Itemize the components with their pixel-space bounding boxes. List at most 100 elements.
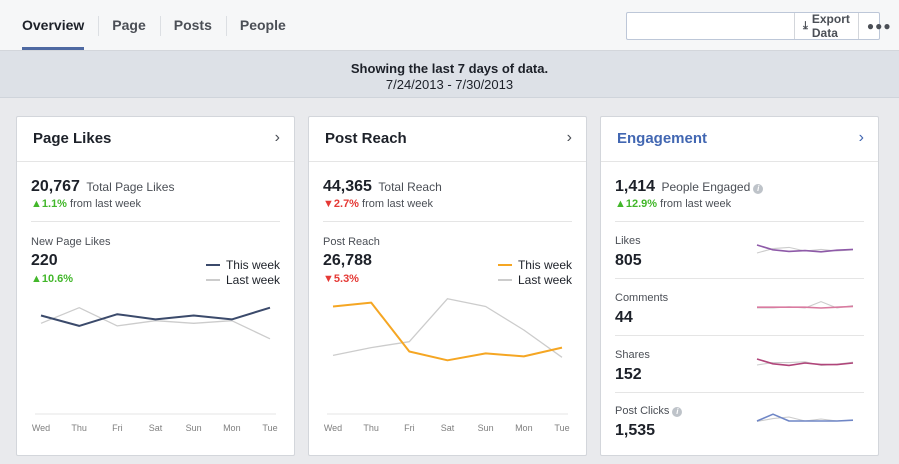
- series-this-week-line: [332, 301, 563, 362]
- tab-page[interactable]: Page: [98, 0, 159, 50]
- chart-change: ▲10.6%: [31, 273, 73, 285]
- engagement-card: Engagement › 1,414 People Engaged i ▲12.9…: [600, 116, 879, 456]
- x-tick-label: Wed: [32, 423, 50, 433]
- likes-sparkline: [756, 244, 854, 254]
- export-data-button[interactable]: ⤓ Export Data: [794, 12, 858, 40]
- x-tick-label: Sat: [441, 423, 455, 433]
- x-tick-label: Mon: [223, 423, 241, 433]
- total-label: People Engaged: [661, 180, 751, 194]
- change-percent: 2.7%: [333, 198, 359, 210]
- tab-label: Overview: [22, 17, 85, 33]
- change-percent: 10.6%: [41, 273, 74, 285]
- card-title[interactable]: Engagement: [617, 130, 708, 147]
- shares-sparkline: [756, 358, 854, 367]
- x-tick-label: Sun: [186, 423, 202, 433]
- chart-value: 26,788: [323, 252, 372, 269]
- card-title: Page Likes: [33, 130, 112, 147]
- total-value: 44,365: [323, 178, 372, 195]
- chart-value: 220: [31, 252, 58, 269]
- legend-swatch: [497, 264, 512, 266]
- chart-change: ▼5.3%: [323, 273, 359, 285]
- page-likes-line-chart: Wed Thu Fri Sat Sun Mon Tue: [32, 306, 278, 433]
- metric-label-text: Post Clicks: [615, 405, 670, 417]
- metric-likes-value: 805: [615, 252, 642, 269]
- sparkline-this-week: [757, 305, 854, 309]
- info-icon[interactable]: i: [753, 184, 764, 194]
- sparkline-this-week: [756, 244, 854, 253]
- metric-likes-label: Likes: [615, 235, 641, 247]
- divider: [615, 392, 864, 393]
- metric-shares-value: 152: [615, 366, 642, 383]
- info-icon[interactable]: i: [672, 407, 683, 417]
- weekly-change: ▼2.7% from last week: [323, 198, 433, 210]
- change-percent: 1.1%: [41, 198, 67, 210]
- divider: [31, 221, 280, 222]
- tab-label: Posts: [173, 17, 212, 33]
- banner-title: Showing the last 7 days of data.: [350, 61, 549, 76]
- change-percent: 5.3%: [333, 273, 359, 285]
- metric-comments-value: 44: [615, 309, 633, 326]
- metric-post-clicks-value: 1,535: [615, 422, 656, 439]
- people-engaged: 1,414 People Engaged i: [615, 178, 764, 196]
- weekly-change: ▲1.1% from last week: [31, 198, 141, 210]
- legend-label: Last week: [225, 273, 280, 287]
- legend-label: This week: [517, 258, 572, 272]
- card-header[interactable]: Engagement ›: [601, 117, 878, 162]
- chevron-right-icon[interactable]: ›: [274, 129, 280, 146]
- change-suffix: from last week: [70, 198, 141, 210]
- chevron-right-icon[interactable]: ›: [858, 129, 864, 146]
- series-this-week-line: [40, 306, 271, 327]
- tab-label: Page: [112, 17, 146, 33]
- toolbar-box: ⤓ Export Data ●●●: [626, 12, 891, 40]
- card-header[interactable]: Page Likes ›: [17, 117, 294, 162]
- total-page-likes: 20,767 Total Page Likes: [31, 178, 174, 196]
- more-options-button[interactable]: ●●●: [857, 13, 899, 39]
- total-label: Total Page Likes: [86, 180, 175, 194]
- weekly-change: ▲12.9% from last week: [615, 198, 731, 210]
- change-suffix: from last week: [362, 198, 433, 210]
- x-tick-label: Sat: [149, 423, 163, 433]
- arrow-up-icon: ▲: [31, 198, 42, 210]
- legend-last-week: Last week: [497, 273, 572, 287]
- series-last-week-line: [332, 298, 563, 358]
- legend-swatch: [205, 264, 220, 266]
- x-tick-label: Tue: [262, 423, 277, 433]
- x-tick-label: Fri: [112, 423, 123, 433]
- divider: [615, 278, 864, 279]
- card-header[interactable]: Post Reach ›: [309, 117, 586, 162]
- tab-people[interactable]: People: [225, 0, 300, 50]
- metric-post-clicks-label: Post Clicks i: [615, 405, 683, 417]
- total-label: Total Reach: [378, 180, 442, 194]
- arrow-up-icon: ▲: [615, 198, 626, 210]
- sparkline-this-week: [756, 358, 854, 367]
- chevron-right-icon[interactable]: ›: [566, 129, 572, 146]
- legend-label: This week: [225, 258, 280, 272]
- card-title: Post Reach: [325, 130, 407, 147]
- divider: [615, 221, 864, 222]
- series-last-week-line: [40, 307, 271, 340]
- top-navigation-bar: Overview Page Posts People ⤓ Export Data…: [0, 0, 899, 51]
- x-tick-label: Fri: [404, 423, 415, 433]
- chart-subtitle: New Page Likes: [31, 236, 111, 248]
- download-icon: ⤓: [803, 19, 808, 32]
- x-tick-label: Wed: [324, 423, 342, 433]
- date-range-banner: Showing the last 7 days of data. 7/24/20…: [0, 51, 899, 98]
- page-likes-card: Page Likes › 20,767 Total Page Likes ▲1.…: [16, 116, 295, 456]
- change-percent: 12.9%: [625, 198, 658, 210]
- tab-label: People: [239, 17, 286, 33]
- post-reach-line-chart: Wed Thu Fri Sat Sun Mon Tue: [324, 298, 570, 433]
- divider: [323, 221, 572, 222]
- search-input[interactable]: [627, 13, 794, 39]
- x-tick-label: Sun: [478, 423, 494, 433]
- tab-posts[interactable]: Posts: [159, 0, 226, 50]
- tab-overview[interactable]: Overview: [8, 0, 98, 50]
- arrow-down-icon: ▼: [323, 273, 334, 285]
- x-tick-label: Thu: [71, 423, 87, 433]
- banner-date-range: 7/24/2013 - 7/30/2013: [385, 77, 514, 92]
- metric-shares-label: Shares: [615, 349, 650, 361]
- change-suffix: from last week: [660, 198, 732, 210]
- more-icon: ●●●: [866, 19, 892, 33]
- x-tick-label: Tue: [554, 423, 569, 433]
- legend-this-week: This week: [497, 258, 572, 272]
- tab-bar: Overview Page Posts People: [8, 0, 300, 50]
